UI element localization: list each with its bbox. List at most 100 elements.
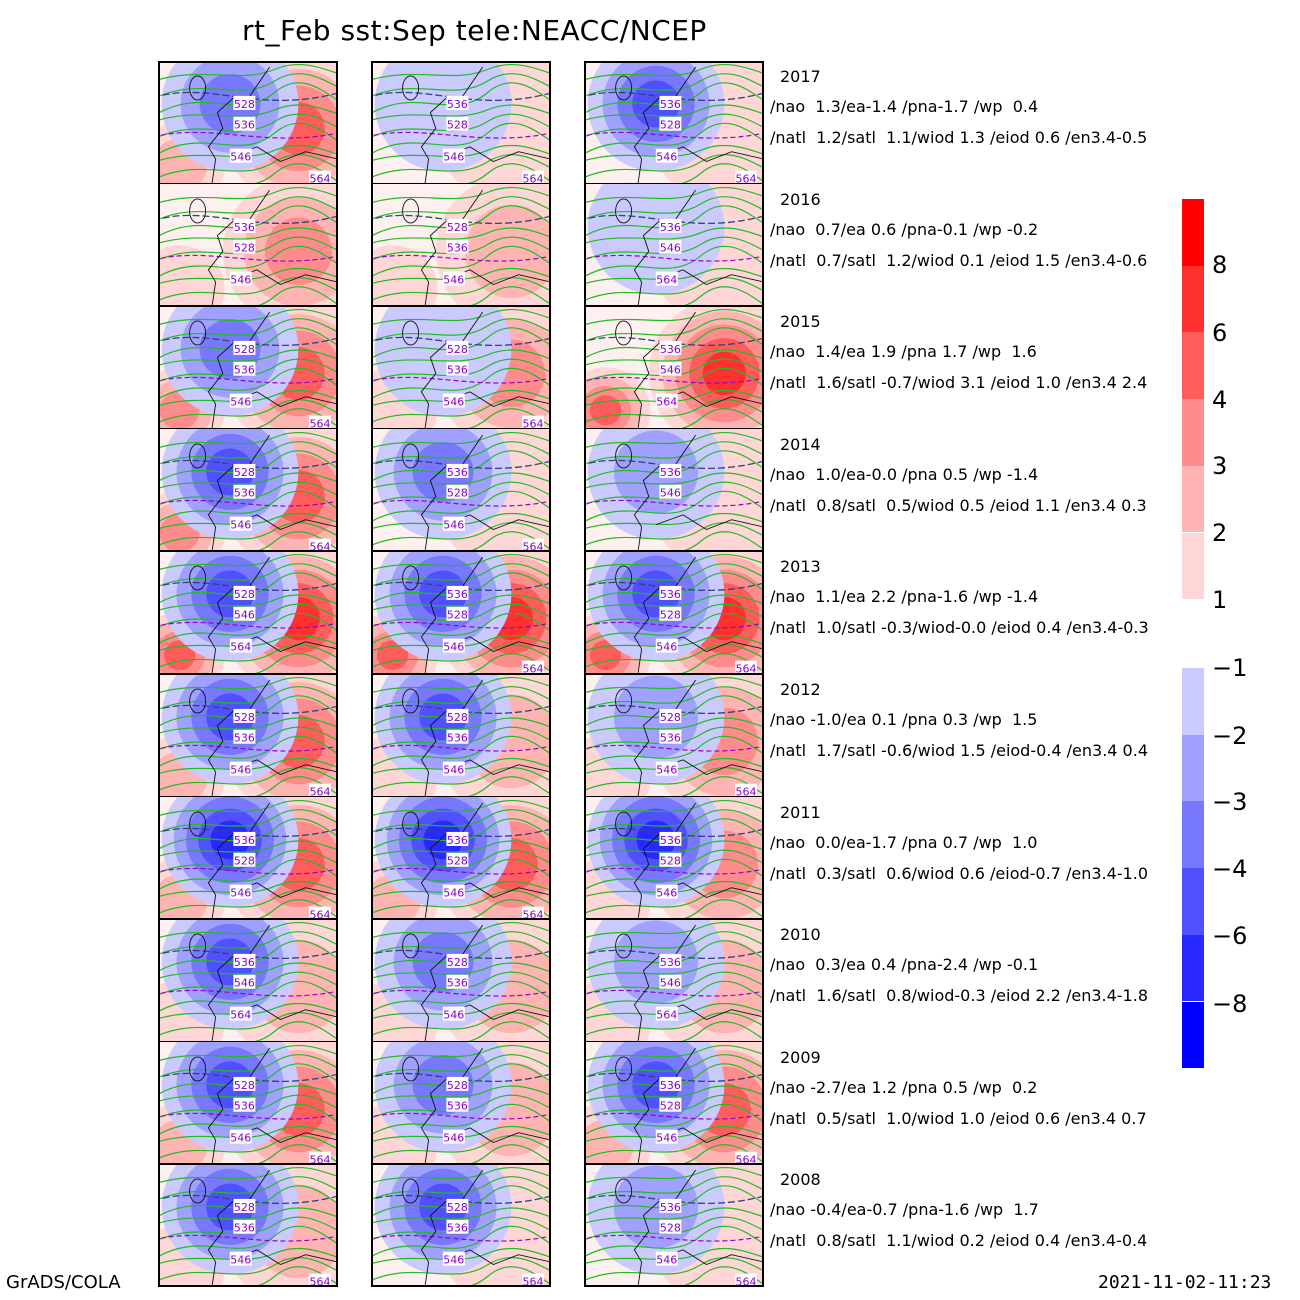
row-separator (371, 427, 551, 430)
svg-text:546: 546 (230, 518, 251, 531)
contour-label: 528 (233, 95, 256, 111)
contour-label: 528 (446, 954, 469, 969)
contour-label: 536 (659, 1076, 682, 1092)
svg-text:528: 528 (447, 711, 468, 724)
contour-label: 536 (233, 361, 256, 377)
contour-label: 546 (233, 607, 256, 622)
svg-text:546: 546 (443, 518, 464, 531)
colorbar-swatch (1182, 532, 1204, 600)
contour-label: 528 (659, 1097, 682, 1113)
contour-label: 546 (655, 884, 678, 899)
row-info: 2009/nao -2.7/ea 1.2 /pna 0.5 /wp 0.2/na… (770, 1048, 1190, 1138)
map-panel: 528 536 546 (371, 919, 551, 1042)
colorbar-tick-label: 6 (1212, 319, 1228, 347)
row-separator (371, 795, 551, 798)
contour-label: 564 (229, 1006, 252, 1022)
contour-label: 564 (308, 1274, 331, 1287)
svg-text:564: 564 (656, 1009, 677, 1022)
contour-label: 536 (233, 218, 256, 234)
sst-indices: /natl 0.8/satl 1.1/wiod 0.2 /eiod 0.4 /e… (770, 1231, 1148, 1251)
teleconnection-indices: /nao -1.0/ea 0.1 /pna 0.3 /wp 1.5 (770, 710, 1038, 729)
map-svg: 536 546 (584, 428, 764, 552)
contour-label: 528 (446, 1076, 469, 1092)
footer-software: GrADS/COLA (6, 1272, 121, 1293)
row-separator (371, 1040, 551, 1043)
svg-text:536: 536 (447, 98, 468, 111)
row-separator (371, 182, 551, 185)
year-label: 2013 (780, 557, 821, 577)
contour-label: 536 (446, 361, 469, 377)
colorbar-swatch (1182, 934, 1204, 1002)
svg-text:546: 546 (443, 396, 464, 409)
svg-text:546: 546 (230, 151, 251, 164)
teleconnection-indices: /nao 0.7/ea 0.6 /pna-0.1 /wp -0.2 (770, 219, 1039, 239)
contour-label: 528 (659, 607, 682, 622)
year-label: 2011 (780, 802, 821, 822)
svg-text:564: 564 (736, 1153, 757, 1164)
sst-indices: /natl 0.7/satl 1.2/wiod 0.1 /eiod 1.5 /e… (770, 250, 1148, 270)
row-separator (371, 550, 551, 552)
row-info: 2017/nao 1.3/ea-1.4 /pna-1.7 /wp 0.4/nat… (770, 67, 1190, 157)
contour-label: 528 (446, 218, 469, 234)
map-svg: 528 536 546 564 (158, 306, 338, 429)
teleconnection-indices: /nao 0.0/ea-1.7 /pna 0.7 /wp 1.0 (770, 832, 1038, 852)
svg-text:546: 546 (656, 764, 677, 777)
map-svg: 536 528 546 (158, 183, 338, 307)
map-panel: 528 536 546 564 (158, 674, 338, 797)
teleconnection-indices: /nao -0.4/ea-0.7 /pna-1.6 /wp 1.7 (770, 1200, 1039, 1220)
contour-label: 546 (229, 1252, 252, 1267)
row-info: 2012/nao -1.0/ea 0.1 /pna 0.3 /wp 1.5/na… (770, 680, 1190, 770)
svg-text:528: 528 (447, 343, 468, 356)
svg-text:564: 564 (310, 908, 331, 919)
map-panel: 528 536 546 564 (371, 1164, 551, 1287)
svg-text:528: 528 (234, 1079, 255, 1092)
year-label: 2010 (780, 925, 821, 945)
contour-label: 564 (734, 661, 757, 674)
contour-label: 528 (446, 1199, 469, 1214)
colorbar-swatch (1182, 332, 1204, 400)
contour-label: 546 (442, 761, 465, 777)
svg-text:546: 546 (656, 1254, 677, 1267)
svg-text:564: 564 (656, 396, 677, 409)
svg-text:546: 546 (660, 487, 681, 500)
map-panel: 528 536 546 564 (158, 306, 338, 429)
contour-label: 536 (659, 218, 682, 234)
row-separator (584, 673, 764, 675)
svg-text:564: 564 (310, 786, 331, 797)
contour-label: 536 (446, 1220, 469, 1235)
contour-label: 528 (233, 341, 256, 356)
contour-label: 528 (233, 1076, 256, 1092)
row-info: 2011/nao 0.0/ea-1.7 /pna 0.7 /wp 1.0/nat… (770, 803, 1190, 893)
map-svg: 536 528 546 564 (584, 1041, 764, 1165)
colorbar-tick-label: 4 (1212, 386, 1228, 414)
contour-label: 536 (659, 463, 682, 479)
contour-label: 546 (659, 484, 682, 500)
map-svg: 528 546 564 (158, 551, 338, 674)
svg-text:564: 564 (523, 540, 544, 551)
contour-label: 528 (446, 116, 469, 132)
map-svg: 528 536 546 564 (158, 61, 338, 184)
contour-label: 536 (446, 1097, 469, 1113)
contour-label: 528 (233, 239, 256, 254)
svg-text:564: 564 (310, 173, 331, 184)
sst-indices: /natl 1.2/satl 1.1/wiod 1.3 /eiod 0.6 /e… (770, 128, 1148, 147)
row-separator (158, 182, 338, 185)
map-panel: 536 546 564 (158, 919, 338, 1042)
map-svg: 536 528 546 564 (584, 1164, 764, 1287)
svg-text:564: 564 (310, 540, 331, 551)
svg-text:536: 536 (660, 343, 681, 356)
contour-label: 546 (229, 1129, 252, 1144)
svg-text:528: 528 (660, 119, 681, 132)
row-info: 2010/nao 0.3/ea 0.4 /pna-2.4 /wp -0.1/na… (770, 925, 1190, 1015)
svg-text:564: 564 (736, 663, 757, 674)
row-info: 2013/nao 1.1/ea 2.2 /pna-1.6 /wp -1.4/na… (770, 557, 1190, 647)
row-separator (158, 673, 338, 675)
colorbar-swatch (1182, 265, 1204, 333)
map-panel: 528 536 546 564 (158, 1041, 338, 1165)
svg-text:536: 536 (447, 1100, 468, 1113)
svg-text:536: 536 (660, 732, 681, 745)
row-separator (158, 1040, 338, 1043)
contour-label: 528 (233, 708, 256, 724)
colorbar-negative (1182, 668, 1204, 1069)
colorbar-positive (1182, 199, 1204, 600)
